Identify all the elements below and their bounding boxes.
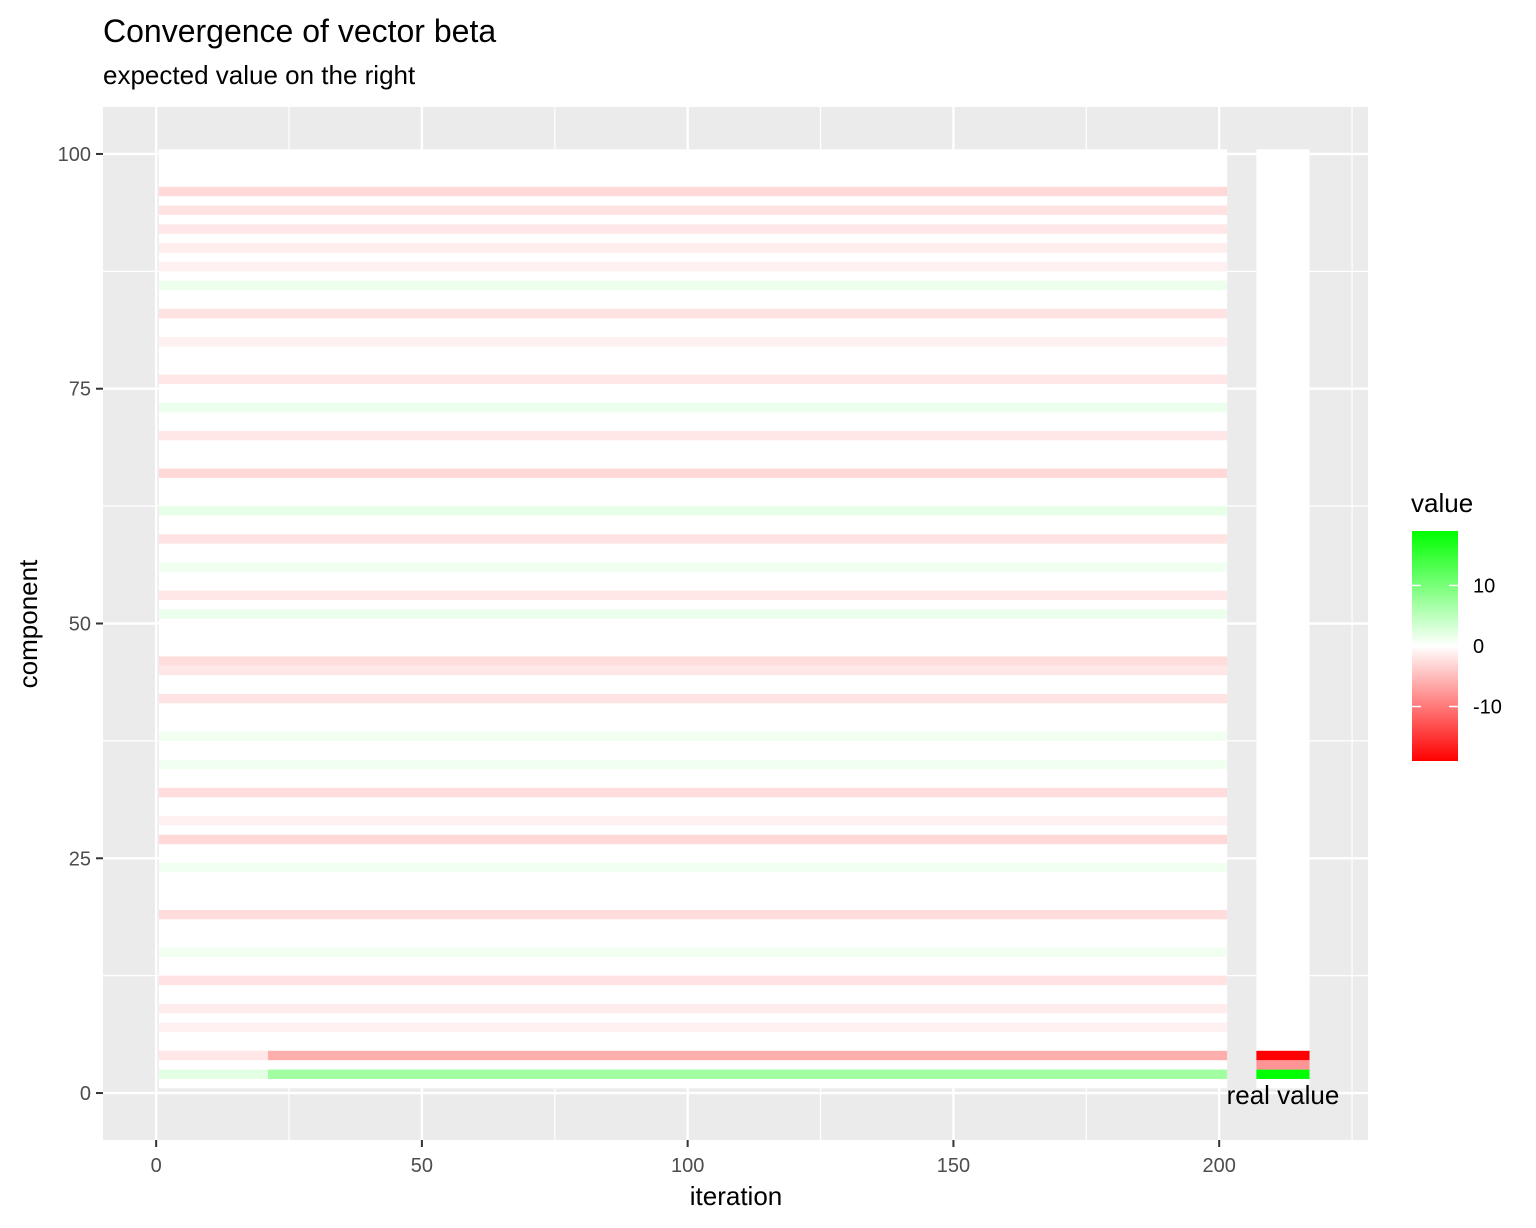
heatmap-row — [158, 834, 1228, 845]
chart-title: Convergence of vector beta — [103, 13, 496, 49]
x-tick-label: 200 — [1202, 1155, 1235, 1177]
heatmap-stripe-start — [158, 1050, 268, 1061]
heatmap-row — [158, 534, 1228, 544]
heatmap-row — [158, 609, 1228, 619]
heatmap-row — [158, 337, 1228, 347]
real-value-tiles — [1256, 1050, 1310, 1089]
chart-subtitle: expected value on the right — [103, 60, 416, 90]
heatmap-row — [158, 1003, 1228, 1014]
y-tick-label: 50 — [69, 614, 91, 636]
y-tick-label: 25 — [69, 848, 91, 870]
heatmap-row — [158, 693, 1228, 704]
legend-ticks: 10 0 -10 — [1412, 575, 1502, 719]
heatmap-stripe-start — [158, 1069, 268, 1079]
heatmap-row — [158, 224, 1228, 234]
y-tick-label: 75 — [69, 379, 91, 401]
heatmap-row — [158, 430, 1228, 441]
heatmap-row — [158, 787, 1228, 798]
legend-tick-label: 0 — [1473, 636, 1484, 658]
heatmap-row — [158, 506, 1228, 516]
y-tick-label: 100 — [58, 144, 91, 166]
heatmap-tiles — [158, 149, 1310, 1089]
heatmap-row — [158, 656, 1228, 666]
real-value-tile — [1256, 1050, 1310, 1061]
heatmap-row — [158, 975, 1228, 986]
x-tick-label: 150 — [937, 1155, 970, 1177]
heatmap-row — [158, 402, 1228, 413]
x-tick-label: 100 — [671, 1155, 704, 1177]
heatmap-row — [158, 731, 1228, 741]
x-axis: 0 50 100 150 200 — [151, 1140, 1236, 1177]
real-value-annotation: real value — [1227, 1080, 1340, 1110]
heatmap-row — [158, 665, 1228, 676]
y-tick-label: 0 — [80, 1083, 91, 1105]
y-axis: 0 25 50 75 100 — [58, 144, 103, 1105]
y-axis-title: component — [13, 559, 43, 688]
heatmap-row — [158, 186, 1228, 197]
heatmap-row — [158, 590, 1228, 601]
x-axis-title: iteration — [690, 1181, 783, 1211]
heatmap-row — [158, 947, 1228, 957]
real-value-tile — [1256, 1069, 1310, 1079]
legend: value 10 0 -10 — [1411, 488, 1502, 761]
heatmap-row — [158, 261, 1228, 272]
legend-tick-label: -10 — [1473, 697, 1502, 719]
heatmap-row — [158, 243, 1228, 253]
heatmap-stripe — [267, 1050, 1228, 1061]
real-value-tile — [1256, 1060, 1310, 1070]
heatmap-stripe — [267, 1069, 1228, 1079]
heatmap-row — [158, 909, 1228, 920]
x-tick-label: 50 — [411, 1155, 433, 1177]
heatmap-row — [158, 280, 1228, 291]
legend-title: value — [1411, 488, 1473, 518]
heatmap-row — [158, 816, 1228, 826]
real-value-column — [1256, 149, 1310, 1089]
legend-tick-label: 10 — [1473, 575, 1495, 597]
heatmap-row — [158, 374, 1228, 385]
heatmap-row — [158, 308, 1228, 319]
real-value-tile — [1256, 1078, 1310, 1089]
heatmap-row — [158, 1022, 1228, 1033]
heatmap-row — [158, 759, 1228, 770]
heatmap-row — [158, 562, 1228, 572]
heatmap-row — [158, 862, 1228, 873]
x-tick-label: 0 — [151, 1155, 162, 1177]
heatmap-row — [158, 468, 1228, 478]
heatmap-rows — [158, 186, 1228, 1079]
heatmap-row — [158, 205, 1228, 215]
